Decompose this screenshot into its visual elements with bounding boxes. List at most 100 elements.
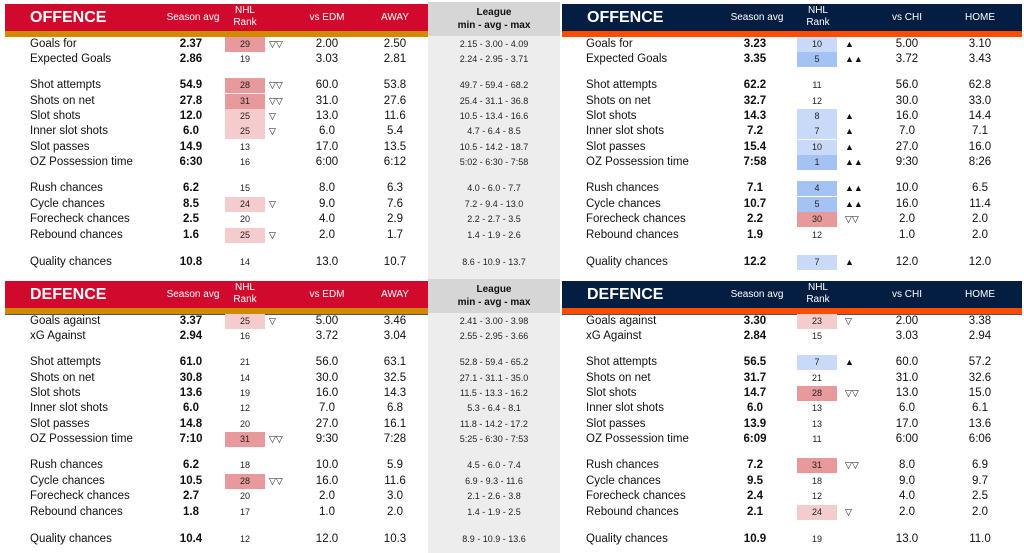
season-avg-value: 7.2: [747, 125, 763, 137]
nhl-rank-value: 13: [811, 403, 822, 413]
venue-value: 14.4: [968, 110, 992, 122]
rank-up-arrow-icon: ▲: [845, 357, 854, 367]
venue-value: 5.9: [387, 459, 403, 471]
league-range-value: 11.5 - 13.3 - 16.2: [460, 388, 528, 398]
metric-label: Shots on net: [586, 372, 651, 384]
league-range-value: 27.1 - 31.1 - 35.0: [459, 373, 529, 383]
nhl-rank-value: 7: [797, 255, 837, 270]
vs-opponent-value: 2.00: [895, 315, 919, 327]
rank-down-arrow-icon: ▽▽: [845, 460, 859, 470]
nhl-rank-value: 12: [811, 96, 822, 106]
nhl-rank-value: 31: [225, 94, 265, 109]
rank-down-arrow-icon: ▽: [269, 199, 276, 209]
metric-label: Shot attempts: [30, 79, 101, 91]
metric-label: Shots on net: [586, 95, 651, 107]
season-avg-value: 13.6: [179, 387, 203, 399]
metric-label: Inner slot shots: [586, 125, 664, 137]
vs-opponent-value: 30.0: [315, 372, 339, 384]
season-avg-value: 7:10: [179, 433, 203, 445]
metric-label: Rebound chances: [586, 229, 679, 241]
league-range-value: 5:25 - 6:30 - 7:53: [459, 434, 529, 444]
metric-label: OZ Possession time: [30, 433, 133, 445]
league-header-line1: League: [476, 7, 512, 18]
venue-value: 62.8: [968, 79, 992, 91]
nhl-rank-value: 10: [797, 140, 837, 155]
season-avg-value: 7.2: [747, 459, 763, 471]
rank-up-arrow-icon: ▲: [845, 142, 854, 152]
season-avg-value: 3.35: [743, 53, 767, 65]
venue-value: 3.0: [387, 490, 403, 502]
venue-value: 2.94: [968, 330, 992, 342]
venue-value: 2.81: [383, 53, 407, 65]
season-avg-value: 6.2: [183, 182, 199, 194]
vs-opponent-value: 5.00: [895, 38, 919, 50]
right-header-stripe: [562, 31, 1022, 37]
vs-opponent-value: 4.0: [899, 490, 915, 502]
rank-up-arrow-icon: ▲▲: [845, 183, 863, 193]
metric-label: Slot passes: [586, 141, 646, 153]
venue-value: 2.0: [972, 506, 988, 518]
season-avg-value: 3.30: [743, 315, 767, 327]
vs-opponent-value: 9:30: [315, 433, 339, 445]
vs-opponent-value: 2.0: [899, 213, 915, 225]
vs-opponent-value: 16.0: [895, 198, 919, 210]
season-avg-value: 10.8: [179, 256, 203, 268]
vs-opponent-value: 2.0: [319, 229, 335, 241]
nhl-rank-value: 7: [797, 124, 837, 139]
league-range-value: 52.8 - 59.4 - 65.2: [459, 357, 529, 367]
season-avg-value: 6:30: [179, 156, 203, 168]
season-avg-value: 7:58: [743, 156, 767, 168]
venue-value: 5.4: [387, 125, 403, 137]
nhl-rank-value: 21: [811, 373, 822, 383]
season-avg-value: 6.0: [183, 125, 199, 137]
venue-value: 2.0: [387, 506, 403, 518]
column-header-nhl-rank-line1: NHL: [807, 5, 828, 16]
nhl-rank-value: 4: [797, 181, 837, 196]
league-range-value: 2.24 - 2.95 - 3.71: [459, 54, 529, 64]
metric-label: Rush chances: [30, 459, 103, 471]
metric-label: Goals against: [30, 315, 101, 327]
nhl-rank-value: 18: [811, 476, 822, 486]
right-offence-header: [562, 4, 1022, 31]
vs-opponent-value: 27.0: [315, 418, 339, 430]
metric-label: Shots on net: [30, 95, 95, 107]
metric-label: Rush chances: [586, 459, 659, 471]
venue-value: 10.7: [383, 256, 407, 268]
vs-opponent-value: 17.0: [315, 141, 339, 153]
nhl-rank-value: 5: [797, 52, 837, 67]
right-defence-header: [562, 281, 1022, 308]
vs-opponent-value: 3.03: [895, 330, 919, 342]
nhl-rank-value: 24: [797, 505, 837, 520]
left-defence-header: [5, 281, 428, 308]
nhl-rank-value: 13: [811, 419, 822, 429]
venue-value: 6.5: [972, 182, 988, 194]
league-range-value: 1.4 - 1.9 - 2.6: [467, 230, 521, 240]
venue-value: 3.46: [383, 315, 407, 327]
venue-value: 2.0: [972, 229, 988, 241]
venue-value: 16.0: [968, 141, 992, 153]
metric-label: Rush chances: [30, 182, 103, 194]
season-avg-value: 6:09: [743, 433, 767, 445]
league-column-background: [428, 2, 560, 553]
nhl-rank-value: 21: [239, 357, 250, 367]
season-avg-value: 14.7: [743, 387, 767, 399]
vs-opponent-value: 6:00: [315, 156, 339, 168]
season-avg-value: 6.0: [183, 402, 199, 414]
nhl-rank-value: 12: [811, 230, 822, 240]
metric-label: Forecheck chances: [586, 213, 686, 225]
rank-up-arrow-icon: ▲: [845, 39, 854, 49]
nhl-rank-value: 20: [239, 214, 250, 224]
league-range-value: 5.3 - 6.4 - 8.1: [467, 403, 521, 413]
nhl-rank-value: 29: [225, 37, 265, 52]
venue-value: 16.1: [383, 418, 407, 430]
season-avg-value: 62.2: [743, 79, 767, 91]
nhl-rank-value: 19: [239, 54, 250, 64]
nhl-rank-value: 30: [797, 212, 837, 227]
nhl-rank-value: 25: [225, 109, 265, 124]
season-avg-value: 6.0: [747, 402, 763, 414]
metric-label: Cycle chances: [586, 475, 661, 487]
vs-opponent-value: 30.0: [895, 95, 919, 107]
vs-opponent-value: 10.0: [315, 459, 339, 471]
nhl-rank-value: 18: [239, 460, 250, 470]
nhl-rank-value: 12: [239, 534, 250, 544]
